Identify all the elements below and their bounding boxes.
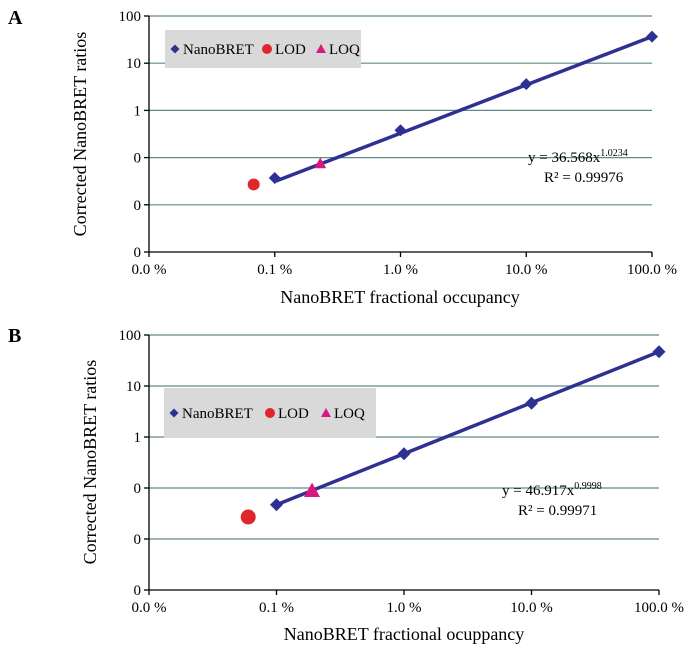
y-tick-label: 0 [134, 151, 142, 167]
data-point-nanobret [646, 30, 658, 43]
legend: NanoBRET LOD LOQ [165, 30, 361, 68]
equation-annotation: y = 46.917x0.9998 R² = 0.99971 [502, 481, 602, 519]
y-tick-label: 1 [134, 430, 142, 446]
equation-annotation: y = 36.568x1.0234 R² = 0.99976 [528, 148, 628, 186]
data-point-lod [240, 509, 256, 525]
equation-exponent: 0.9998 [574, 481, 602, 492]
power-fit-line [274, 34, 653, 184]
legend-label: LOQ [334, 406, 365, 422]
trendline [274, 34, 653, 184]
data-point-nanobret [394, 124, 407, 137]
data-point-nanobret [268, 171, 281, 184]
x-tick-label: 10.0 % [510, 600, 553, 616]
legend-label: NanoBRET [182, 406, 253, 422]
y-axis-title: Corrected NanoBRET ratios [80, 360, 100, 565]
data-point-nanobret [652, 345, 666, 359]
equation-text: y = 46.917x0.9998 [502, 481, 602, 499]
y-tick-label: 0 [134, 532, 142, 548]
panel-letter: B [8, 325, 21, 347]
data-point-nanobret [520, 78, 533, 91]
data-point-nanobret [397, 447, 411, 461]
data-point-loq [314, 157, 327, 169]
r-squared-text: R² = 0.99971 [518, 503, 597, 519]
y-tick-label: 0 [134, 481, 142, 497]
legend-label: NanoBRET [183, 42, 254, 58]
legend-label: LOQ [329, 42, 360, 58]
legend-label: LOD [278, 406, 309, 422]
x-tick-label: 0.1 % [259, 600, 294, 616]
legend-marker-nanobret [169, 408, 179, 418]
data-point-nanobret [270, 498, 283, 512]
x-axis-title: NanoBRET fractional ocuppancy [284, 624, 525, 644]
equation-text: y = 36.568x1.0234 [528, 148, 628, 166]
legend: NanoBRET LOD LOQ [164, 388, 376, 438]
legend-marker-loq [321, 408, 331, 417]
y-tick-label: 0 [134, 583, 142, 599]
data-point-lod [247, 178, 260, 191]
x-tick-label: 0.1 % [257, 262, 292, 278]
legend-marker-lod [262, 44, 272, 54]
y-tick-label: 0 [134, 198, 142, 214]
x-tick-label: 10.0 % [505, 262, 548, 278]
trendline [275, 350, 660, 507]
x-tick-label: 1.0 % [387, 600, 422, 616]
axes [144, 15, 653, 257]
y-tick-label: 100 [119, 9, 142, 25]
x-tick-label: 1.0 % [383, 262, 418, 278]
data-point-loq [304, 482, 321, 497]
legend-marker-nanobret [170, 44, 180, 54]
x-tick-label: 0.0 % [132, 262, 167, 278]
x-axis-title: NanoBRET fractional occupancy [280, 287, 520, 307]
legend-marker-lod [265, 408, 275, 418]
legend-marker-loq [316, 44, 326, 53]
power-fit-line [275, 350, 660, 507]
y-tick-label: 0 [134, 245, 142, 261]
data-points [247, 30, 658, 191]
data-point-nanobret [525, 396, 538, 410]
panel-letter: A [8, 7, 23, 29]
x-tick-label: 100.0 % [627, 262, 677, 278]
axes [144, 334, 660, 595]
y-tick-label: 10 [126, 379, 141, 395]
data-points [240, 345, 666, 525]
y-tick-label: 10 [126, 56, 141, 72]
x-tick-label: 100.0 % [634, 600, 684, 616]
y-tick-label: 1 [134, 103, 142, 119]
equation-exponent: 1.0234 [600, 148, 628, 159]
y-tick-label: 100 [119, 328, 142, 344]
x-tick-label: 0.0 % [132, 600, 167, 616]
y-axis-title: Corrected NanoBRET ratios [70, 32, 90, 237]
legend-label: LOD [275, 42, 306, 58]
r-squared-text: R² = 0.99976 [544, 170, 624, 186]
